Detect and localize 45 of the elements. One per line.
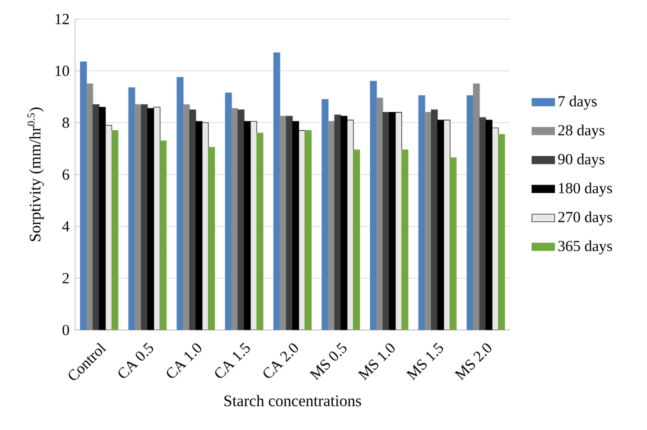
y-tick-label: 2 bbox=[62, 273, 69, 284]
legend-label: 270 days bbox=[558, 211, 612, 226]
bar bbox=[450, 157, 457, 330]
y-tick-label: 8 bbox=[62, 118, 70, 128]
bar bbox=[154, 106, 160, 330]
bar bbox=[80, 61, 87, 330]
bar bbox=[176, 77, 184, 330]
x-tick-label: CA 1.0 bbox=[166, 343, 202, 378]
bar bbox=[304, 130, 312, 330]
y-tick-label: 0 bbox=[62, 324, 70, 336]
bar bbox=[298, 130, 306, 330]
bar bbox=[472, 84, 480, 330]
bar bbox=[256, 132, 264, 330]
y-tick-label: 4 bbox=[62, 221, 70, 232]
legend-label: 7 days bbox=[558, 96, 597, 110]
x-tick-label: CA 1.5 bbox=[215, 342, 250, 378]
y-tick-label: 10 bbox=[56, 66, 70, 76]
bar bbox=[498, 134, 505, 330]
x-tick-label: MS 1.0 bbox=[358, 343, 395, 380]
bar bbox=[401, 150, 408, 330]
y-axis-title: Sorptivity (mm/hr$^{0.5}$) bbox=[27, 108, 44, 242]
bar bbox=[280, 116, 286, 330]
x-axis-title: Starch concentrations bbox=[224, 394, 362, 406]
bar bbox=[322, 99, 329, 330]
x-tick-label: MS 1.5 bbox=[406, 342, 444, 380]
y-tick-label: 6 bbox=[62, 169, 70, 180]
bar bbox=[225, 92, 232, 330]
bar bbox=[424, 112, 432, 330]
x-tick-label: CA 2.0 bbox=[264, 343, 298, 378]
bar bbox=[273, 52, 280, 330]
x-tick-label: CA 0.5 bbox=[118, 342, 154, 378]
legend-label: 90 days bbox=[558, 154, 604, 168]
y-tick-label: 12 bbox=[56, 14, 69, 24]
legend-label: 180 days bbox=[558, 182, 612, 196]
bar bbox=[208, 147, 215, 330]
x-tick-label: MS 0.5 bbox=[309, 342, 346, 380]
bar bbox=[160, 140, 167, 330]
bar bbox=[466, 95, 474, 330]
legend-label: 365 days bbox=[558, 240, 612, 254]
bar bbox=[111, 130, 118, 330]
x-tick-label: MS 2.0 bbox=[454, 343, 492, 380]
legend-label: 28 days bbox=[558, 124, 604, 139]
bar bbox=[376, 98, 384, 330]
bar bbox=[353, 150, 360, 330]
bar bbox=[134, 104, 142, 330]
